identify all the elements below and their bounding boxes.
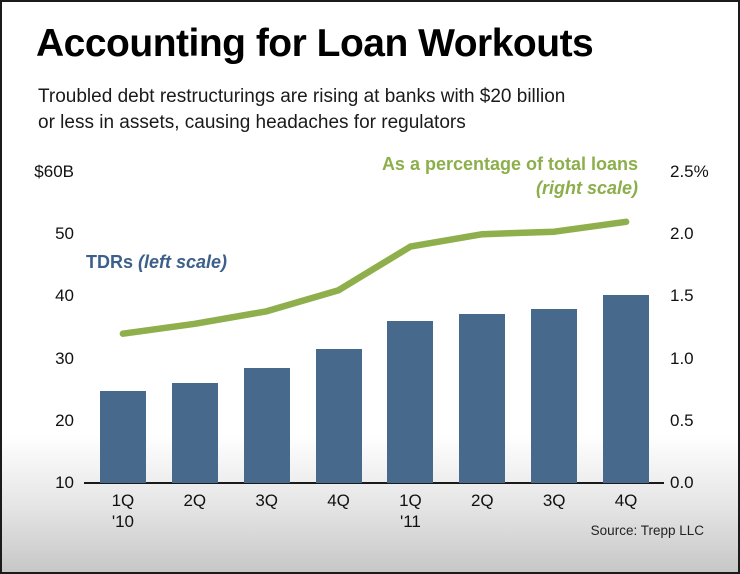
x-category-label: 1Q '10: [87, 490, 159, 533]
left-axis-tick-label: 10: [55, 473, 74, 492]
bar: [459, 313, 506, 483]
bar: [315, 349, 362, 483]
chart-title: Accounting for Loan Workouts: [36, 22, 594, 65]
x-category-label: 3Q: [231, 490, 303, 511]
right-axis-tick-label: 1.0: [670, 348, 694, 368]
right-axis-tick-label: 2.0: [670, 224, 694, 244]
x-category-year: '11: [399, 512, 421, 532]
x-category-quarter: 1Q: [399, 491, 422, 510]
x-category-label: 2Q: [446, 490, 518, 511]
chart-subtitle-line1: Troubled debt restructurings are rising …: [38, 86, 566, 107]
x-category-quarter: 4Q: [614, 491, 638, 510]
right-axis-tick-label: 2.5%: [670, 162, 709, 181]
x-category-label: 2Q: [159, 490, 231, 511]
bar: [243, 367, 290, 483]
x-category-quarter: 4Q: [327, 491, 350, 510]
x-category-quarter: 2Q: [470, 491, 494, 510]
x-category-label: 4Q: [303, 490, 375, 511]
left-axis-tick-label: $60B: [34, 162, 74, 181]
bar: [387, 321, 434, 483]
line-series-label-text: As a percentage of total loans: [381, 154, 638, 174]
x-category-quarter: 2Q: [183, 491, 207, 510]
chart-subtitle-line2: or less in assets, causing headaches for…: [38, 111, 466, 133]
right-axis-tick-label: 0.0: [670, 473, 694, 492]
trend-line-svg: [119, 218, 630, 337]
bar: [603, 295, 650, 483]
bar-series-label-text: TDRs: [86, 252, 134, 272]
left-axis-tick-label: 40: [55, 286, 74, 306]
x-category-year: '10: [111, 512, 135, 532]
x-category-quarter: 3Q: [542, 491, 566, 510]
x-category-quarter: 1Q: [111, 491, 135, 510]
chart-subtitle: Troubled debt restructurings are rising …: [38, 84, 698, 135]
right-axis-tick-label: 0.5: [670, 410, 694, 430]
left-axis-tick-label: 30: [55, 348, 74, 368]
line-series-label: As a percentage of total loans (right sc…: [382, 152, 638, 201]
x-category-quarter: 3Q: [255, 491, 279, 510]
x-category-label: 1Q '11: [375, 490, 447, 533]
x-axis-baseline: [84, 482, 664, 484]
right-axis-tick-label: 1.5: [670, 286, 694, 306]
left-axis-tick-label: 50: [55, 224, 74, 244]
bar: [171, 383, 218, 483]
source-credit: Source: Trepp LLC: [590, 523, 704, 538]
bar: [531, 308, 578, 483]
x-category-label: 3Q: [518, 490, 590, 511]
bar: [99, 390, 146, 483]
bar-series-label: TDRs (left scale): [86, 252, 227, 273]
x-category-label: 4Q: [590, 490, 662, 511]
left-axis-tick-label: 20: [55, 410, 74, 430]
bar-series-scale-note: (left scale): [133, 252, 228, 272]
trend-line: [119, 218, 630, 337]
line-series-scale-note: (right scale): [535, 178, 638, 199]
